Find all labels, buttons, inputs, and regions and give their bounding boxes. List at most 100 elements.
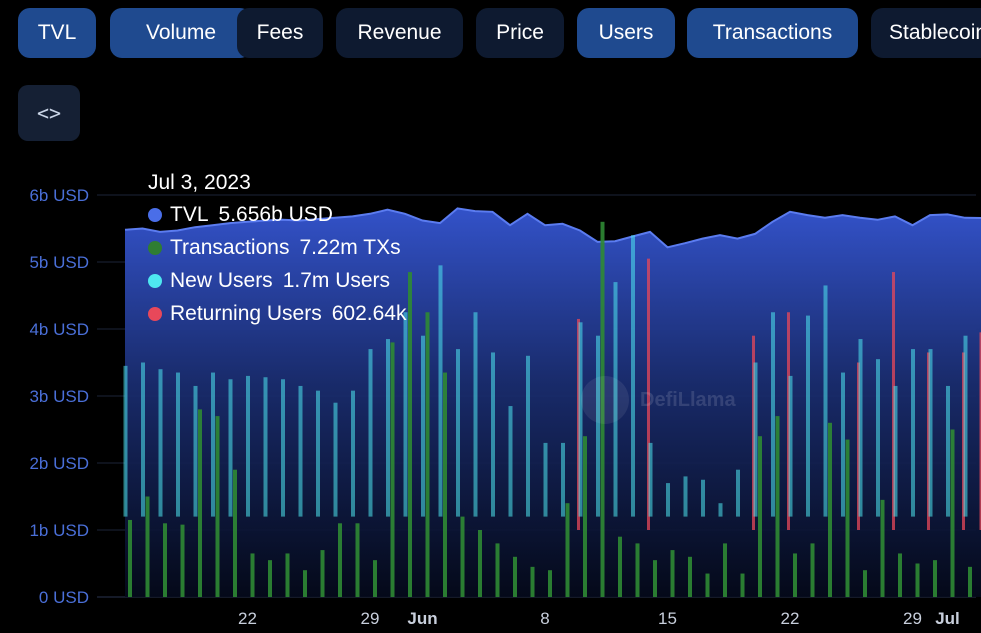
tooltip-value: 5.656b USD bbox=[218, 203, 333, 226]
new-users-bar bbox=[491, 352, 495, 517]
new-users-bar bbox=[911, 349, 915, 517]
y-tick-label: 1b USD bbox=[29, 521, 89, 540]
transactions-bar bbox=[810, 543, 815, 597]
tab-fees[interactable]: Fees bbox=[237, 8, 323, 58]
transactions-bar bbox=[670, 550, 675, 597]
transactions-bar bbox=[653, 560, 657, 597]
tooltip-label: Transactions bbox=[170, 236, 290, 259]
watermark-text: DefiLlama bbox=[640, 389, 736, 411]
x-tick-label: Jun bbox=[407, 609, 437, 628]
transactions-bar bbox=[390, 342, 395, 597]
transactions-bar bbox=[688, 556, 692, 597]
tvl-area bbox=[125, 208, 981, 597]
new-users-bar bbox=[386, 339, 390, 517]
transactions-bar bbox=[443, 372, 447, 597]
tab-tvl[interactable]: TVL bbox=[18, 8, 96, 58]
chart-metric-tabs: TVL Volume Fees Revenue Price Users Tran… bbox=[18, 8, 981, 58]
transactions-bar bbox=[723, 543, 727, 597]
x-tick-label: Jul bbox=[935, 609, 960, 628]
transactions-bar bbox=[145, 496, 150, 597]
transactions-bar bbox=[600, 221, 605, 598]
transactions-bar bbox=[198, 409, 202, 597]
transactions-bar bbox=[460, 516, 465, 597]
new-users-bar bbox=[928, 349, 933, 517]
new-users-bar bbox=[858, 339, 863, 517]
transactions-bar bbox=[863, 570, 867, 597]
new-users-bar bbox=[946, 385, 950, 517]
new-users-bar bbox=[123, 365, 128, 517]
new-users-bar bbox=[438, 265, 443, 517]
new-users-bar bbox=[666, 483, 670, 517]
returning-users-legend-dot bbox=[148, 306, 162, 321]
tab-volume[interactable]: Volume bbox=[110, 8, 252, 58]
transactions-bar bbox=[775, 416, 780, 597]
new-users-bar bbox=[718, 503, 723, 517]
new-users-bar bbox=[281, 379, 285, 517]
watermark-logo bbox=[581, 376, 629, 424]
tab-revenue[interactable]: Revenue bbox=[336, 8, 463, 58]
new-users-bar bbox=[683, 476, 688, 517]
transactions-bar bbox=[583, 436, 587, 597]
transactions-bar bbox=[618, 536, 622, 597]
new-users-bar bbox=[473, 312, 478, 517]
y-tick-label: 3b USD bbox=[29, 387, 89, 406]
embed-code-button[interactable]: <> bbox=[18, 85, 80, 141]
tooltip-label: New Users bbox=[170, 269, 273, 292]
x-tick-label: 8 bbox=[540, 609, 549, 628]
transactions-bar bbox=[303, 570, 307, 597]
new-users-bar bbox=[613, 282, 618, 517]
new-users-legend-dot bbox=[148, 273, 162, 288]
transactions-bar bbox=[268, 560, 272, 597]
tvl-line bbox=[124, 207, 981, 249]
x-tick-label: 22 bbox=[238, 609, 257, 628]
new-users-bar bbox=[543, 442, 548, 517]
new-users-bar bbox=[963, 335, 968, 517]
transactions-bar bbox=[495, 543, 500, 597]
new-users-bar bbox=[561, 442, 565, 517]
new-users-bar bbox=[158, 369, 163, 517]
tooltip-row-returning-users: Returning Users 602.64k bbox=[148, 297, 406, 330]
transactions-bar bbox=[758, 436, 762, 597]
transactions-bar bbox=[180, 524, 185, 597]
transactions-bar bbox=[250, 553, 255, 597]
new-users-bar bbox=[753, 362, 758, 517]
chart-canvas[interactable]: 0 USD 1b USD 2b USD 3b USD 4b USD 5b USD 6b US… bbox=[0, 150, 981, 633]
new-users-bar bbox=[298, 385, 303, 517]
new-users-bar bbox=[841, 372, 845, 517]
transactions-bar bbox=[215, 416, 220, 597]
tooltip-value: 1.7m Users bbox=[282, 269, 391, 292]
transactions-bar bbox=[828, 422, 832, 597]
transactions-bar bbox=[565, 503, 570, 597]
new-users-bar bbox=[403, 312, 408, 517]
transactions-bar bbox=[408, 272, 412, 597]
tab-stablecoins[interactable]: Stablecoins bbox=[871, 8, 981, 58]
new-users-bar bbox=[788, 375, 793, 517]
new-users-bar bbox=[368, 349, 373, 517]
y-tick-label: 6b USD bbox=[29, 186, 89, 205]
new-users-bar bbox=[806, 315, 810, 517]
tooltip-value: 7.22m TXs bbox=[299, 236, 401, 259]
new-users-bar bbox=[333, 402, 338, 517]
x-tick-label: 29 bbox=[903, 609, 922, 628]
transactions-bar bbox=[128, 519, 132, 597]
new-users-bar bbox=[526, 355, 530, 517]
x-tick-label: 29 bbox=[361, 609, 380, 628]
new-users-bar bbox=[246, 375, 250, 517]
new-users-bar bbox=[316, 390, 320, 517]
tab-price[interactable]: Price bbox=[476, 8, 564, 58]
new-users-bar bbox=[893, 385, 898, 517]
transactions-bar bbox=[338, 523, 342, 597]
tooltip-date: Jul 3, 2023 bbox=[148, 171, 251, 194]
new-users-bar bbox=[631, 235, 635, 517]
tab-users[interactable]: Users bbox=[577, 8, 675, 58]
new-users-bar bbox=[596, 335, 600, 517]
transactions-bar bbox=[880, 499, 885, 597]
transactions-bar bbox=[968, 566, 972, 597]
y-tick-label: 5b USD bbox=[29, 253, 89, 272]
tab-transactions[interactable]: Transactions bbox=[687, 8, 858, 58]
tooltip-row-transactions: Transactions 7.22m TXs bbox=[148, 231, 406, 264]
new-users-bar bbox=[176, 372, 180, 517]
tooltip-label: Returning Users bbox=[170, 302, 322, 325]
returning-users-bar bbox=[979, 332, 981, 530]
transactions-bar bbox=[845, 439, 850, 597]
